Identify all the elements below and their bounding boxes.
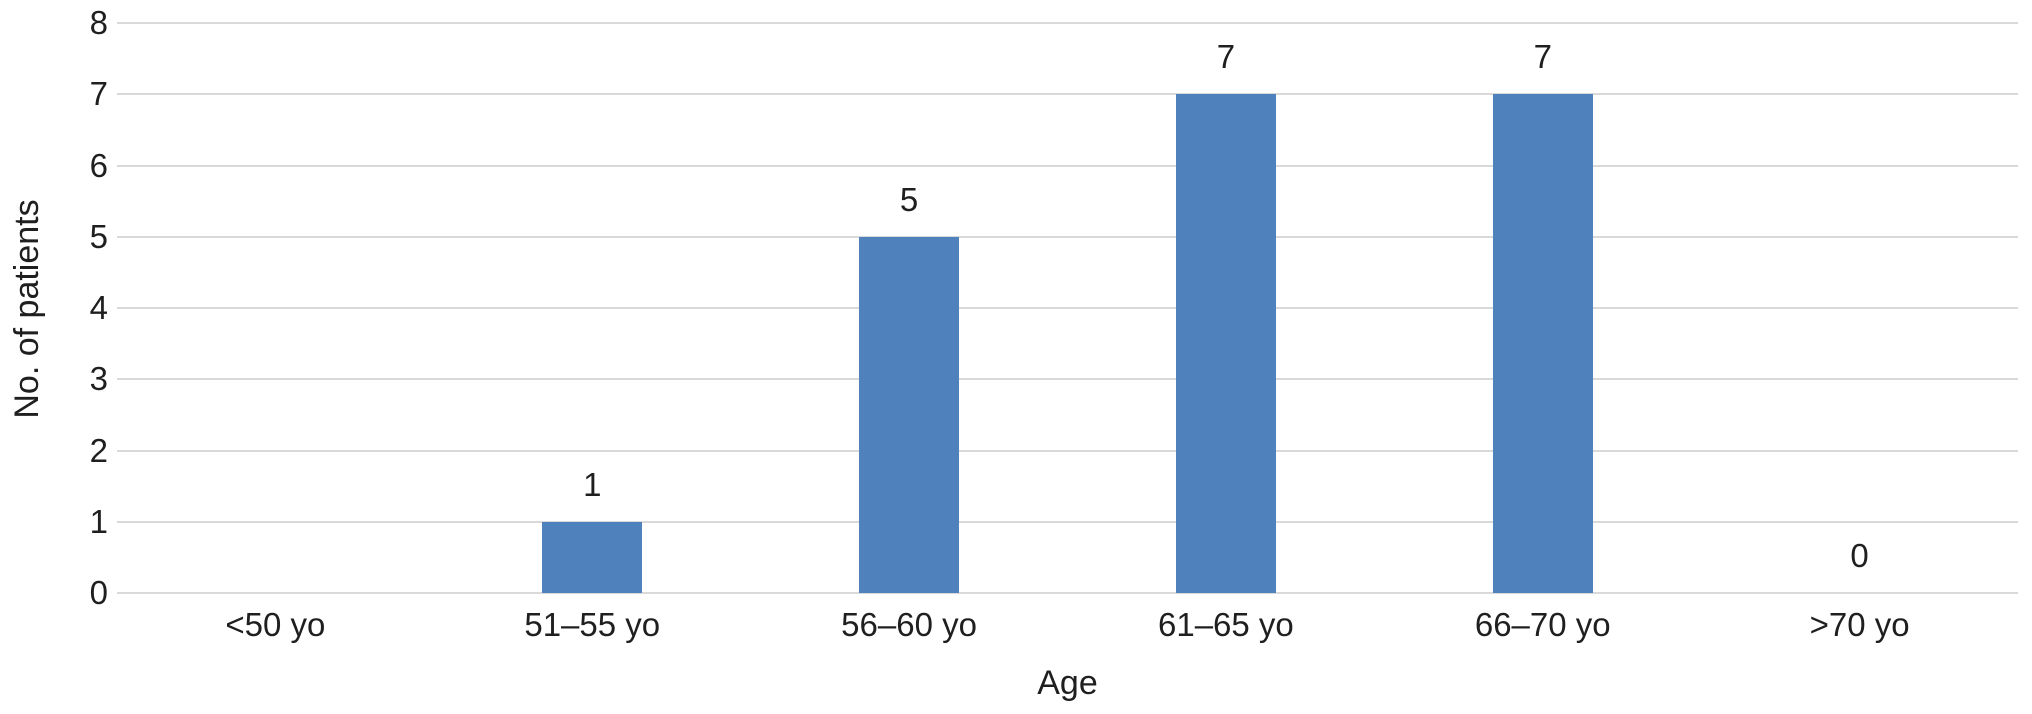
bar [859,236,960,593]
bar-value-label: 7 [1216,38,1236,76]
x-category-label: 66–70 yo [1474,606,1611,643]
bar [1492,94,1593,593]
y-axis-tick-label: 5 [89,217,108,255]
bar-value-label: 0 [1850,537,1869,574]
y-axis-tick-label: 6 [89,146,108,184]
bar [542,521,643,593]
y-axis-tick-label: 0 [89,574,108,611]
y-axis-tick-label: 3 [89,360,108,398]
y-axis-tick-label: 1 [89,502,108,540]
bar-value-label: 1 [583,465,602,503]
y-axis-tick-label: 4 [89,289,108,326]
bar-value-label: 5 [899,180,919,218]
horizontal-gridline [117,307,2018,309]
horizontal-gridline [117,592,2018,594]
bar-value-label: 7 [1533,38,1552,76]
y-axis-tick-label: 2 [89,431,108,469]
horizontal-gridline [117,93,2018,96]
x-category-label: 51–55 yo [524,606,661,643]
x-axis-title: Age [1037,664,1098,702]
x-category-label: 61–65 yo [1158,606,1294,643]
y-axis-tick-label: 8 [89,4,108,41]
x-category-label: 56–60 yo [841,606,977,643]
horizontal-gridline [117,22,2018,24]
horizontal-gridline [117,164,2018,167]
x-category-label: <50 yo [225,606,326,643]
horizontal-gridline [117,520,2018,523]
horizontal-gridline [117,235,2018,238]
horizontal-gridline [117,378,2018,381]
y-axis-tick-label: 7 [89,75,108,113]
bar [1175,94,1276,593]
horizontal-gridline [117,449,2018,452]
x-category-label: >70 yo [1809,606,1910,643]
plot-area: 1 5 7 7 0 [117,22,2018,594]
